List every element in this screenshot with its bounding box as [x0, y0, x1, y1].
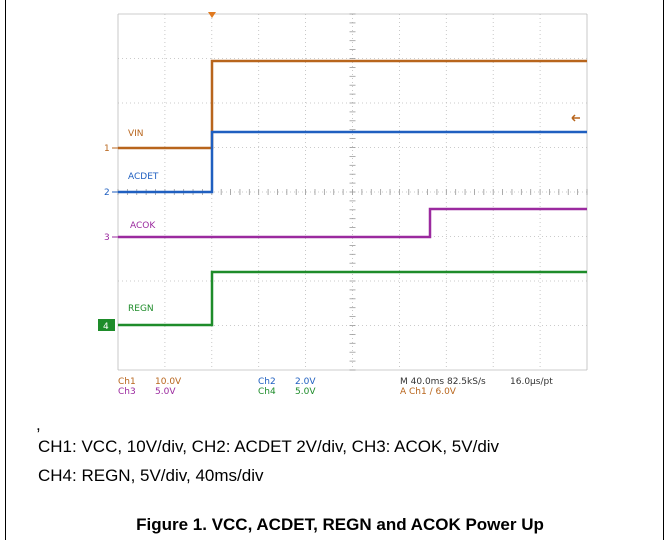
- caption-mark: ,: [36, 415, 41, 434]
- channel-marker: 2: [104, 188, 110, 198]
- channel-marker: 4: [103, 322, 109, 332]
- level-marker: [571, 114, 580, 122]
- status-channel: Ch1: [118, 377, 136, 387]
- caption-line: CH1: VCC, 10V/div, CH2: ACDET 2V/div, CH…: [38, 437, 500, 456]
- trace-label: ACOK: [130, 221, 156, 231]
- channel-marker: 1: [104, 144, 110, 154]
- status-timebase: M 40.0ms 82.5kS/s: [400, 377, 486, 387]
- channel-marker: 3: [104, 233, 110, 243]
- scope-grid: [117, 13, 588, 371]
- frame: [5, 0, 664, 540]
- trace-regn: [118, 270, 587, 327]
- status-scale: 2.0V: [295, 377, 316, 387]
- figure-title: Figure 1. VCC, ACDET, REGN and ACOK Powe…: [136, 515, 544, 534]
- status-scale: 5.0V: [295, 387, 316, 397]
- status-record: 16.0µs/pt: [510, 377, 553, 387]
- trace-acdet: [118, 130, 587, 194]
- status-channel: Ch4: [258, 387, 276, 397]
- trigger-marker: [208, 12, 216, 18]
- trace-acok: [118, 207, 587, 239]
- status-scale: 5.0V: [155, 387, 176, 397]
- status-channel: Ch2: [258, 377, 276, 387]
- trace-label: REGN: [128, 304, 154, 314]
- status-scale: 10.0V: [155, 377, 182, 387]
- trace-label: VIN: [128, 129, 144, 139]
- trace-label: ACDET: [128, 172, 159, 182]
- status-trigger: A Ch1 ∕ 6.0V: [400, 387, 457, 397]
- status-channel: Ch3: [118, 387, 136, 397]
- channel-marker-box: [98, 319, 115, 331]
- trace-vin: [118, 59, 587, 150]
- caption-line: CH4: REGN, 5V/div, 40ms/div: [38, 466, 264, 485]
